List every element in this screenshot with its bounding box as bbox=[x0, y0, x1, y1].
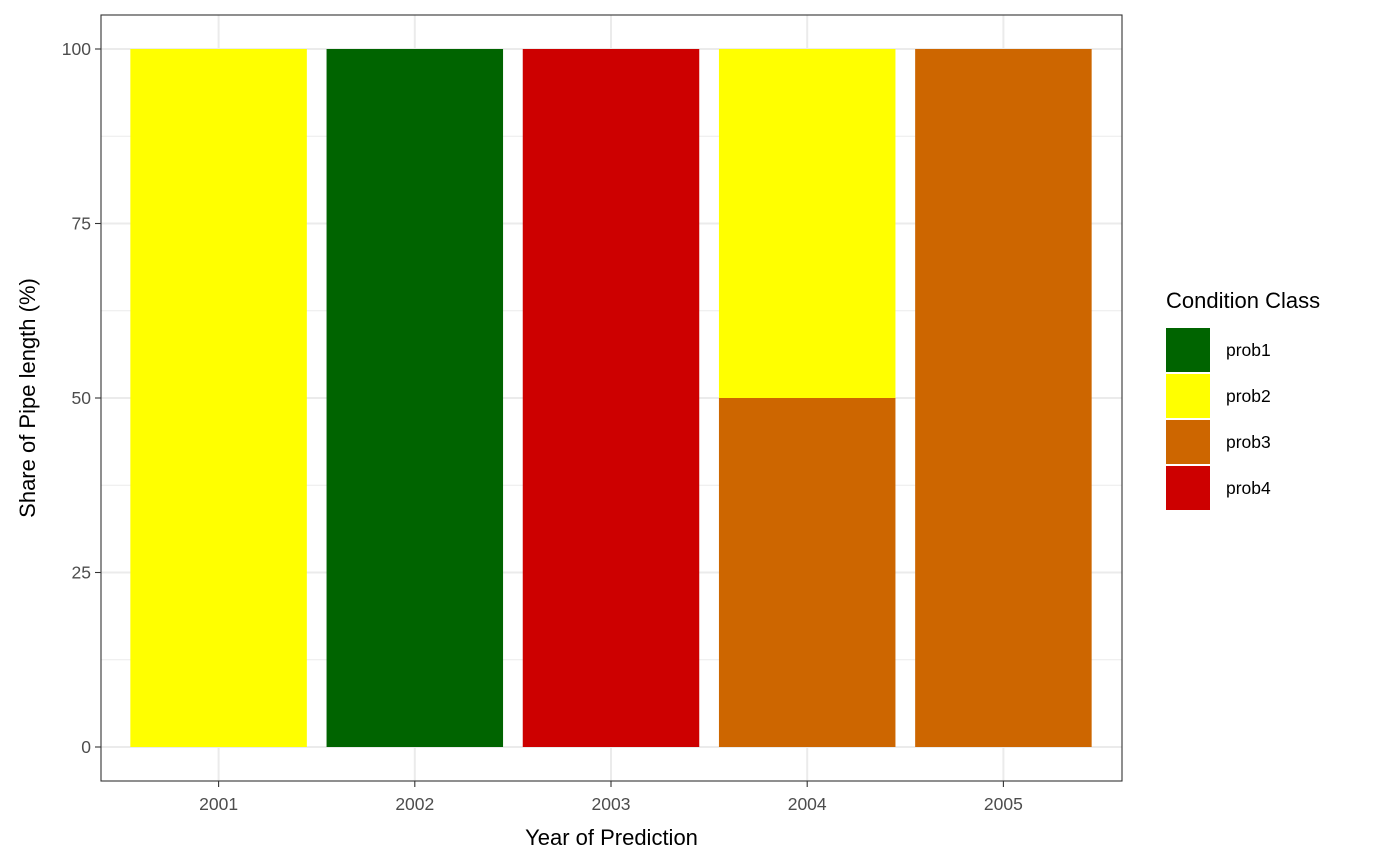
legend-key-prob2 bbox=[1166, 374, 1210, 418]
y-tick-label: 0 bbox=[81, 737, 91, 757]
bar-segment-2005-prob3 bbox=[915, 49, 1092, 747]
legend-key-prob4 bbox=[1166, 466, 1210, 510]
legend-item-prob1: prob1 bbox=[1166, 328, 1271, 372]
legend-key-prob1 bbox=[1166, 328, 1210, 372]
legend: Condition Class prob1 prob2 prob3 prob4 bbox=[1166, 288, 1320, 510]
y-tick-label: 25 bbox=[72, 563, 91, 583]
x-tick-label: 2003 bbox=[592, 794, 631, 814]
legend-item-prob2: prob2 bbox=[1166, 374, 1271, 418]
y-tick-label: 50 bbox=[72, 388, 92, 408]
bar-segment-2003-prob4 bbox=[522, 49, 700, 747]
y-tick-label: 100 bbox=[62, 39, 91, 59]
legend-label-prob1: prob1 bbox=[1226, 340, 1271, 360]
bars bbox=[130, 49, 1092, 747]
bar-segment-2004-prob2 bbox=[718, 49, 896, 398]
x-tick-label: 2004 bbox=[788, 794, 827, 814]
x-axis: 2001 2002 2003 2004 2005 bbox=[199, 781, 1023, 814]
bar-segment-2001-prob2 bbox=[130, 49, 307, 747]
legend-title: Condition Class bbox=[1166, 288, 1320, 313]
bar-segment-2004-prob3 bbox=[718, 398, 896, 747]
x-axis-title: Year of Prediction bbox=[525, 825, 698, 850]
y-axis: 0 25 50 75 100 bbox=[62, 39, 101, 757]
legend-key-prob3 bbox=[1166, 420, 1210, 464]
x-tick-label: 2001 bbox=[199, 794, 238, 814]
legend-item-prob4: prob4 bbox=[1166, 466, 1271, 510]
x-tick-label: 2005 bbox=[984, 794, 1023, 814]
legend-item-prob3: prob3 bbox=[1166, 420, 1271, 464]
y-tick-label: 75 bbox=[72, 214, 91, 234]
legend-label-prob4: prob4 bbox=[1226, 478, 1271, 498]
legend-label-prob3: prob3 bbox=[1226, 432, 1271, 452]
x-tick-label: 2002 bbox=[395, 794, 434, 814]
y-axis-title: Share of Pipe length (%) bbox=[15, 278, 40, 518]
bar-segment-2002-prob1 bbox=[326, 49, 504, 747]
legend-label-prob2: prob2 bbox=[1226, 386, 1271, 406]
